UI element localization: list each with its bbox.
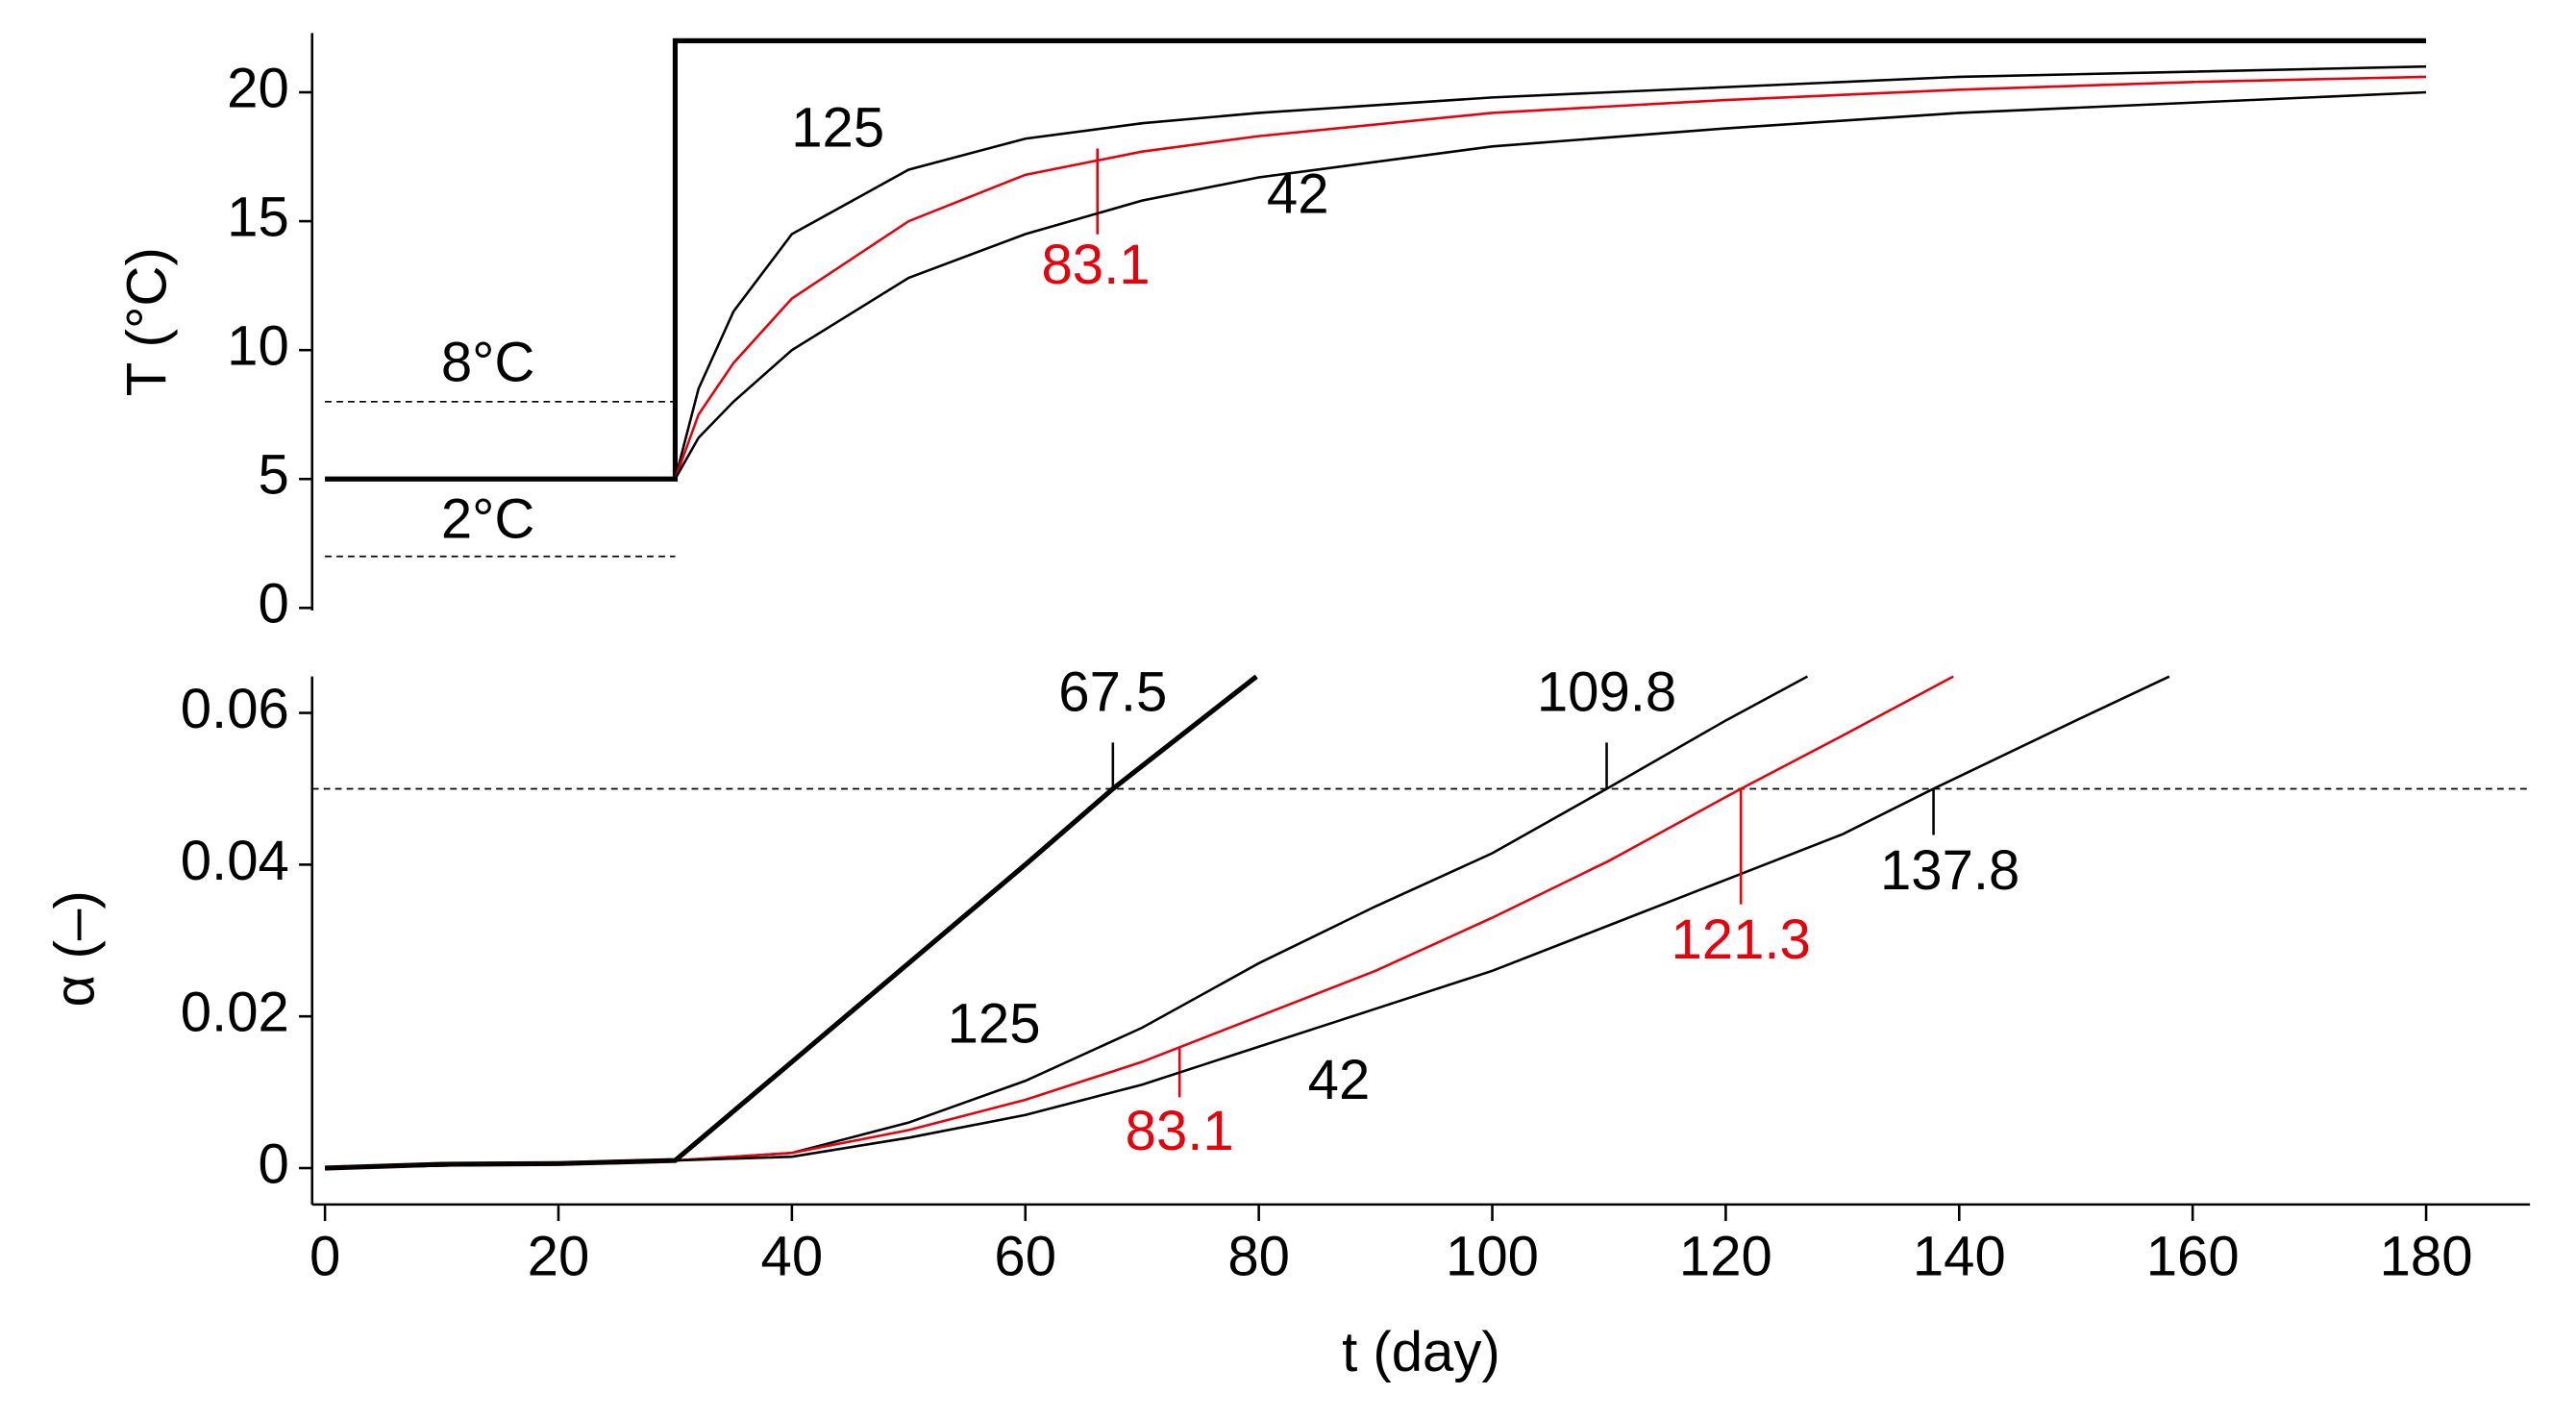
series-line	[325, 64, 2427, 481]
y-tick-label: 0.02	[181, 981, 289, 1043]
series-line	[325, 675, 2170, 1170]
marker-label: 121.3	[1671, 909, 1810, 971]
series-label: 83.1	[1041, 234, 1150, 296]
y-tick-label: 10	[227, 314, 289, 377]
x-tick-label: 20	[528, 1226, 590, 1288]
y-tick-label: 15	[227, 186, 289, 248]
series-line	[325, 675, 1809, 1170]
x-tick-label: 40	[761, 1226, 824, 1288]
x-tick-label: 180	[2380, 1226, 2473, 1288]
x-tick-label: 80	[1227, 1226, 1290, 1288]
series-label: 8°C	[441, 331, 535, 393]
x-tick-label: 120	[1679, 1226, 1772, 1288]
y-axis-title: α (–)	[43, 890, 106, 1007]
series-label: 42	[1267, 162, 1329, 225]
y-tick-label: 0	[258, 573, 288, 635]
y-axis-title: T (°C)	[116, 247, 179, 396]
series-label: 125	[791, 97, 884, 160]
x-tick-label: 160	[2146, 1226, 2240, 1288]
series-line	[325, 90, 2427, 481]
marker-label: 109.8	[1537, 661, 1676, 724]
x-axis-title: t (day)	[1342, 1321, 1500, 1383]
series-label: 2°C	[441, 487, 535, 550]
y-tick-label: 0.04	[181, 830, 289, 892]
x-tick-label: 0	[310, 1226, 340, 1288]
y-tick-label: 0	[258, 1133, 288, 1195]
x-tick-label: 60	[994, 1226, 1056, 1288]
marker-label: 67.5	[1058, 661, 1167, 724]
x-tick-label: 140	[1913, 1226, 2006, 1288]
series-line	[325, 674, 1258, 1171]
x-tick-label: 100	[1446, 1226, 1539, 1288]
y-tick-label: 0.06	[181, 678, 289, 740]
series-label: 42	[1308, 1049, 1371, 1111]
marker-label: 137.8	[1880, 839, 2019, 902]
series-line	[325, 75, 2427, 481]
series-label: 83.1	[1126, 1100, 1234, 1162]
y-tick-label: 5	[258, 444, 288, 507]
series-label: 125	[948, 993, 1041, 1056]
y-tick-label: 20	[227, 57, 289, 119]
